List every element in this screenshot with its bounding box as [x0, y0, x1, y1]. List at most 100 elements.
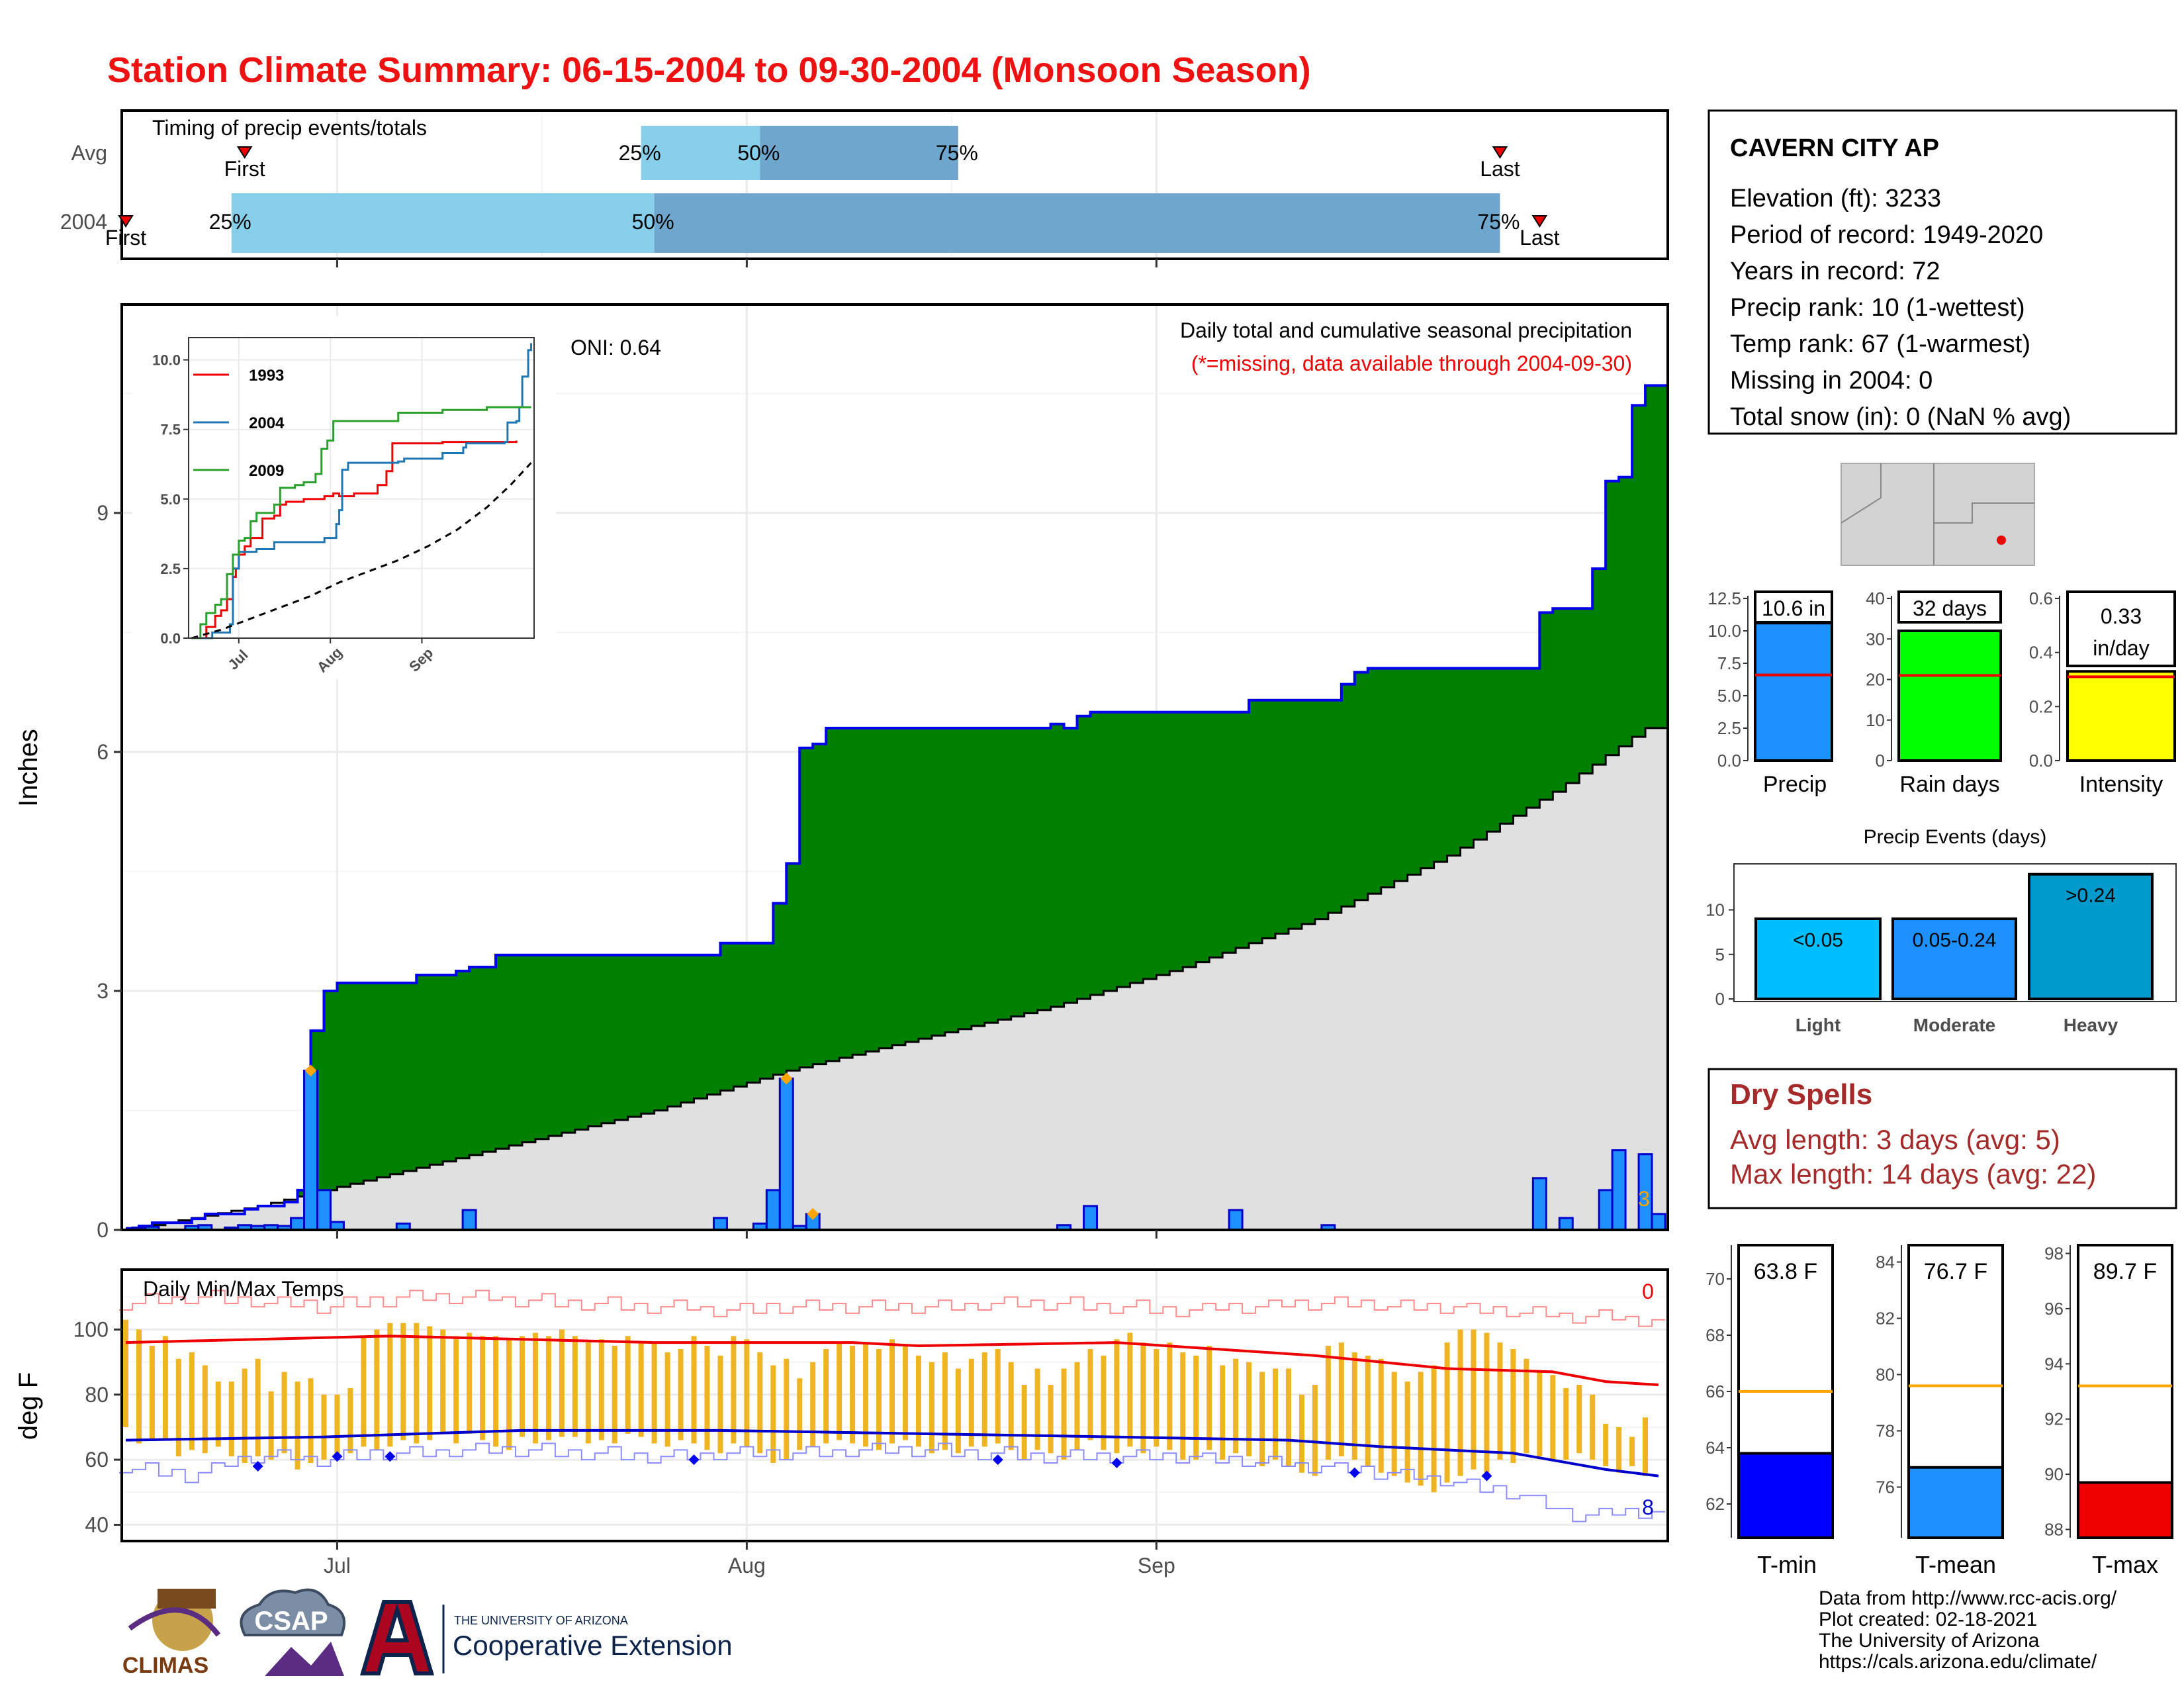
csap-mountain-icon	[265, 1642, 344, 1676]
tempbar-tick-label: 96	[2044, 1299, 2064, 1319]
locator-map	[1841, 463, 2035, 566]
daily-precip-bar	[461, 1209, 477, 1231]
temp-y-label: deg F	[14, 1372, 43, 1440]
season-total-bars: 0.0 2.5 5.0 7.5 10.0 12.5 10.6 in Precip 0 10 20 30…	[1707, 588, 2176, 797]
daily-temp-bar	[1206, 1346, 1212, 1450]
daily-temp-bar	[255, 1358, 261, 1457]
daily-temp-bar	[242, 1368, 248, 1464]
inset-y-tick-label: 0.0	[160, 630, 181, 647]
tempbar-tick-label: 66	[1706, 1382, 1725, 1401]
tempbar-tick-label: 62	[1706, 1494, 1725, 1514]
daily-temp-bar	[1167, 1342, 1173, 1450]
daily-temp-bar	[585, 1342, 591, 1444]
credit-line-4: https://cals.arizona.edu/climate/	[1819, 1651, 2097, 1673]
daily-temp-bar	[1351, 1352, 1357, 1460]
credits: Data from http://www.rcc-acis.org/ Plot …	[1819, 1587, 2117, 1673]
daily-temp-bar	[784, 1358, 790, 1460]
daily-precip-bars	[131, 1069, 1666, 1231]
tempbar-tick-label: 90	[2044, 1464, 2064, 1484]
minibar-value-text2: in/day	[2093, 636, 2149, 660]
precip-events-chart: Precip Events (days) 0 5 10 <0.05 Light 0.05-…	[1706, 826, 2177, 1035]
timing-first-label: First	[224, 157, 265, 181]
credit-line-2: Plot created: 02-18-2021	[1819, 1609, 2037, 1630]
timing-bar-q1	[231, 193, 655, 253]
precip-panel-border	[120, 303, 1669, 1231]
daily-temp-bar	[1246, 1362, 1252, 1457]
daily-temp-bar	[797, 1378, 803, 1450]
daily-temp-bar	[981, 1352, 987, 1447]
daily-temp-bar	[664, 1352, 670, 1447]
temp-x-tick-label: Sep	[1138, 1554, 1175, 1577]
minibar-tick-label: 0.0	[1717, 751, 1741, 771]
state-border-south	[1934, 502, 2034, 524]
daily-temp-bar	[400, 1323, 406, 1440]
minibar-bar	[1897, 630, 2002, 762]
daily-temp-bar	[228, 1382, 234, 1457]
daily-temp-bar	[863, 1342, 869, 1447]
daily-temp-bars	[122, 1319, 1649, 1493]
daily-temp-bar	[1180, 1352, 1186, 1460]
record-high-line	[119, 1289, 1666, 1327]
timing-title: Timing of precip events/totals	[152, 116, 427, 140]
tempbar-tick-label: 76	[1876, 1477, 1895, 1497]
daily-temp-bar	[136, 1329, 142, 1444]
daily-temp-bar	[122, 1319, 128, 1427]
daily-temp-bar	[1457, 1329, 1463, 1476]
csap-logo-text: CSAP	[254, 1607, 328, 1636]
timing-panel: Timing of precip events/totals Avg 2004 …	[60, 109, 1669, 267]
station-stats: Elevation (ft): 3233 Period of record: 19…	[1730, 185, 2071, 431]
minibar-tick-label: 0.0	[2029, 751, 2053, 771]
precip-y-axis: 0 3 6 9	[97, 501, 122, 1242]
temp-y-tick-label: 100	[73, 1317, 109, 1341]
daily-temp-bar	[268, 1391, 274, 1460]
daily-temp-bar	[1537, 1372, 1543, 1457]
timing-first-marker	[118, 215, 134, 228]
inset-legend-label-2004: 2004	[249, 414, 285, 432]
events-category-label: Moderate	[1913, 1015, 1995, 1035]
tempbar-tick-label: 88	[2044, 1519, 2064, 1539]
daily-temp-bar	[1114, 1339, 1120, 1454]
inset-frame	[132, 316, 556, 679]
daily-temp-bar	[440, 1329, 446, 1434]
missing-marker	[807, 1207, 819, 1220]
timing-p50-label: 50%	[632, 210, 674, 234]
daily-temp-bar	[625, 1336, 631, 1434]
temp-y-tick-label: 80	[85, 1383, 109, 1407]
missing-count: 3	[1638, 1187, 1650, 1211]
tempbar-value-text: 63.8 F	[1754, 1259, 1817, 1284]
daily-temp-bar	[1524, 1358, 1529, 1454]
record-low-marker	[385, 1451, 396, 1462]
daily-precip-bar	[290, 1217, 306, 1231]
minibar-tick-label: 10	[1866, 710, 1885, 730]
daily-temp-bar	[189, 1352, 195, 1450]
precip-events-title: Precip Events (days)	[1864, 826, 2047, 848]
ua-small-text: THE UNIVERSITY OF ARIZONA	[454, 1614, 628, 1627]
daily-temp-bar	[414, 1323, 420, 1444]
credit-line-1: Data from http://www.rcc-acis.org/	[1819, 1587, 2117, 1609]
state-border-west	[1841, 463, 1882, 524]
daily-temp-bar	[902, 1346, 908, 1440]
timing-bars: 25% 50% 75% First Last 25% 50% 75% First Last	[105, 126, 1560, 253]
daily-temp-bar	[1616, 1427, 1622, 1473]
events-bar-label: 0.05-0.24	[1913, 929, 1997, 951]
station-stat-line: Elevation (ft): 3233	[1730, 185, 1941, 212]
record-low-markers	[252, 1451, 1492, 1481]
daily-temp-bar	[1048, 1385, 1054, 1454]
csap-cloud-icon	[240, 1588, 345, 1636]
minibar-tick-label: 40	[1866, 588, 1885, 608]
ua-a-icon	[359, 1600, 435, 1675]
precip-y-label: Inches	[14, 729, 43, 807]
record-low-marker	[1481, 1470, 1492, 1481]
daily-temp-bar	[823, 1348, 829, 1444]
daily-temp-bar	[850, 1346, 856, 1444]
record-low-marker	[992, 1454, 1003, 1466]
daily-temp-bar	[717, 1355, 723, 1454]
daily-temp-bar	[757, 1352, 763, 1454]
avg-cumulative-area	[125, 727, 1668, 1230]
temp-y-tick-label: 40	[85, 1513, 109, 1536]
daily-temp-bar	[1391, 1372, 1397, 1476]
daily-temp-bar	[691, 1336, 697, 1444]
daily-temp-bar	[467, 1333, 473, 1434]
